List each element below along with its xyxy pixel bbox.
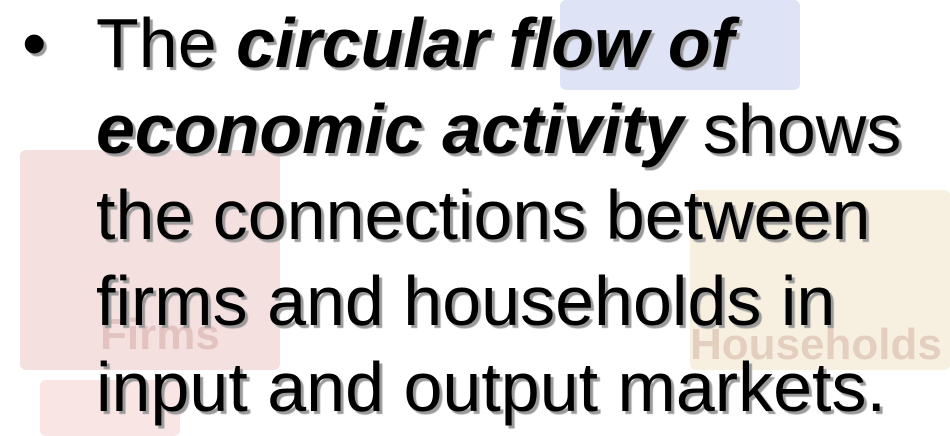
slide: Firms Households • The circular flow ofe… (0, 0, 950, 436)
bullet: • (22, 0, 47, 86)
text-run: The (96, 4, 236, 82)
text-line: the connections between (96, 172, 901, 258)
text-run: firms and households in (96, 262, 835, 340)
text-line: firms and households in (96, 258, 901, 344)
text-line: The circular flow of (96, 0, 901, 86)
text-run: input and output markets. (96, 348, 886, 426)
text-line: input and output markets. (96, 344, 901, 430)
text-run: the connections between (96, 176, 870, 254)
emphasized-text: economic activity (96, 90, 683, 168)
text-run: shows (683, 90, 901, 168)
emphasized-text: circular flow of (236, 4, 734, 82)
text-line: economic activity shows (96, 86, 901, 172)
